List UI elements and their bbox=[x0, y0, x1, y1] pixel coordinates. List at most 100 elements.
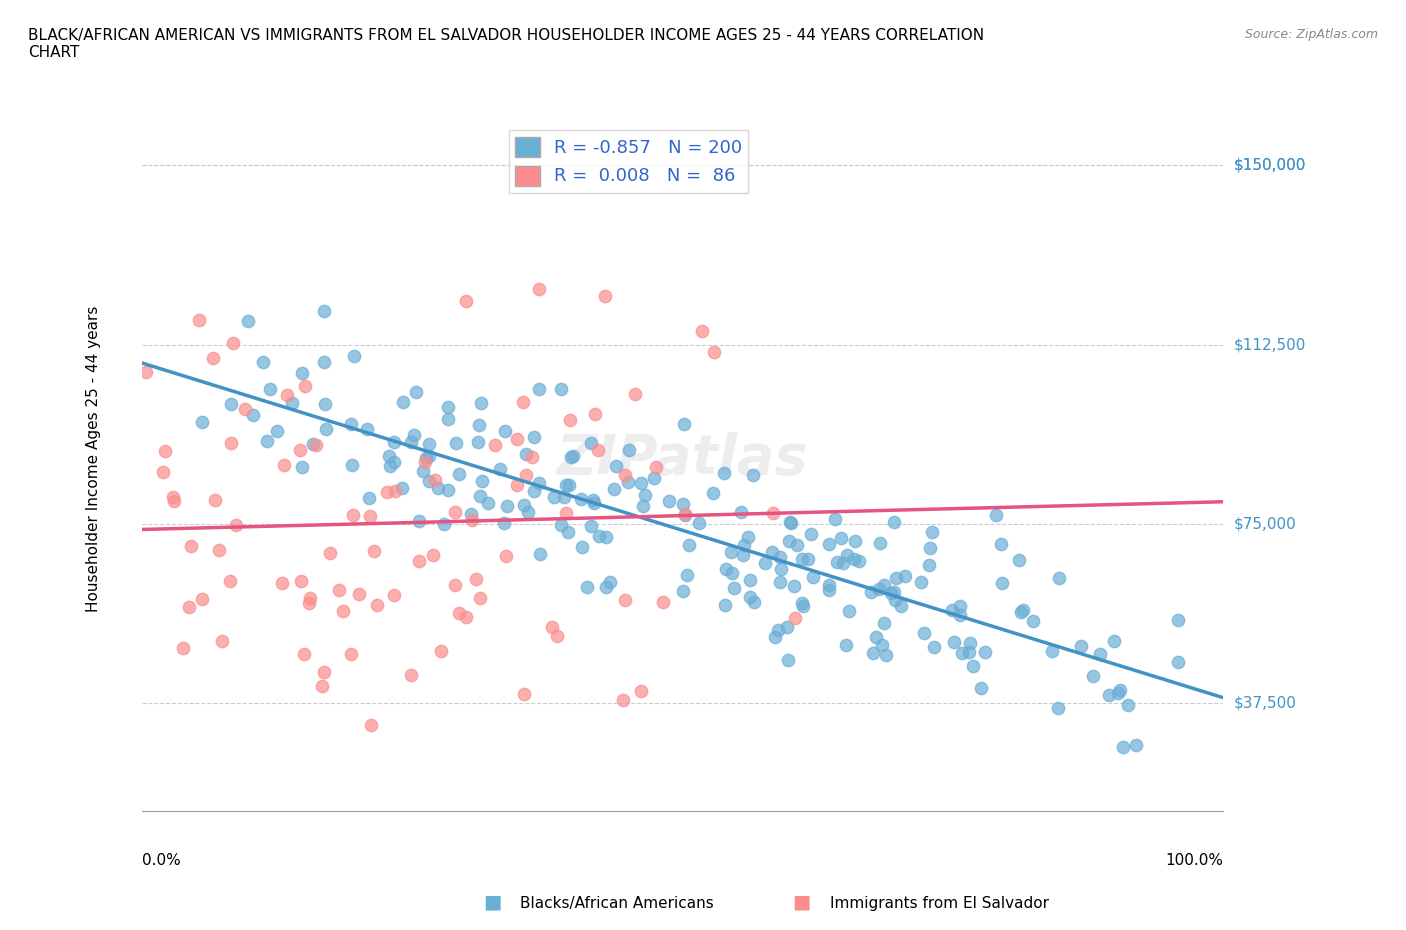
Point bbox=[643, 471, 665, 485]
Text: BLACK/AFRICAN AMERICAN VS IMMIGRANTS FROM EL SALVADOR HOUSEHOLDER INCOME AGES 25: BLACK/AFRICAN AMERICAN VS IMMIGRANTS FRO… bbox=[28, 28, 984, 60]
Point bbox=[754, 556, 776, 571]
Point bbox=[172, 641, 194, 656]
Point bbox=[1022, 614, 1045, 629]
Text: Source: ZipAtlas.com: Source: ZipAtlas.com bbox=[1244, 28, 1378, 41]
Point bbox=[583, 496, 606, 511]
Point bbox=[893, 568, 915, 583]
Point bbox=[880, 586, 903, 601]
Point bbox=[859, 585, 882, 600]
Point bbox=[1125, 737, 1147, 752]
Point bbox=[375, 485, 398, 499]
Point bbox=[360, 718, 382, 733]
Point bbox=[505, 432, 527, 446]
Point bbox=[495, 548, 517, 563]
Point bbox=[402, 428, 425, 443]
Text: Blacks/African Americans: Blacks/African Americans bbox=[520, 897, 714, 911]
Point bbox=[862, 645, 884, 660]
Point bbox=[315, 422, 337, 437]
Point bbox=[405, 384, 427, 399]
Point bbox=[583, 407, 606, 422]
Point bbox=[1040, 644, 1063, 658]
Point bbox=[676, 567, 699, 582]
Point bbox=[690, 324, 713, 339]
Point bbox=[990, 537, 1012, 551]
Point bbox=[382, 435, 405, 450]
Point bbox=[467, 418, 489, 432]
Point bbox=[910, 575, 932, 590]
Point bbox=[290, 443, 312, 458]
Point bbox=[769, 562, 792, 577]
Point bbox=[835, 638, 858, 653]
Point bbox=[340, 458, 363, 472]
Point bbox=[211, 633, 233, 648]
Point bbox=[242, 407, 264, 422]
Point bbox=[634, 488, 657, 503]
Point bbox=[422, 548, 444, 563]
Point bbox=[163, 494, 186, 509]
Point bbox=[461, 512, 484, 527]
Point bbox=[328, 582, 350, 597]
Point bbox=[624, 387, 647, 402]
Point bbox=[783, 611, 806, 626]
Point bbox=[299, 591, 322, 605]
Point bbox=[276, 388, 298, 403]
Point bbox=[291, 459, 314, 474]
Point bbox=[271, 576, 294, 591]
Point bbox=[558, 477, 581, 492]
Point bbox=[959, 636, 981, 651]
Point bbox=[418, 436, 440, 451]
Point bbox=[779, 514, 801, 529]
Point bbox=[865, 630, 887, 644]
Point bbox=[1109, 683, 1132, 698]
Point bbox=[208, 542, 231, 557]
Point bbox=[332, 604, 354, 618]
Point bbox=[162, 489, 184, 504]
Point bbox=[737, 530, 759, 545]
Point bbox=[153, 444, 176, 458]
Point bbox=[884, 571, 907, 586]
Point bbox=[222, 336, 245, 351]
Point bbox=[873, 616, 896, 631]
Point bbox=[818, 578, 841, 592]
Point bbox=[673, 508, 696, 523]
Point bbox=[824, 512, 846, 526]
Point bbox=[658, 493, 681, 508]
Point bbox=[890, 598, 912, 613]
Point bbox=[543, 490, 565, 505]
Point bbox=[340, 646, 363, 661]
Point bbox=[436, 412, 458, 427]
Text: Householder Income Ages 25 - 44 years: Householder Income Ages 25 - 44 years bbox=[86, 306, 101, 613]
Point bbox=[733, 538, 755, 552]
Point bbox=[941, 603, 963, 618]
Point bbox=[236, 313, 259, 328]
Point bbox=[1088, 646, 1111, 661]
Point bbox=[1047, 700, 1070, 715]
Point bbox=[917, 557, 939, 572]
Point bbox=[401, 668, 423, 683]
Point bbox=[382, 588, 405, 603]
Point bbox=[835, 547, 858, 562]
Text: $150,000: $150,000 bbox=[1234, 158, 1306, 173]
Point bbox=[792, 596, 814, 611]
Point bbox=[593, 288, 616, 303]
Point bbox=[550, 518, 572, 533]
Point bbox=[561, 448, 583, 463]
Point bbox=[188, 312, 211, 327]
Point bbox=[470, 591, 492, 605]
Point bbox=[738, 590, 761, 604]
Point bbox=[546, 628, 568, 643]
Point bbox=[873, 578, 896, 592]
Point bbox=[298, 595, 321, 610]
Point bbox=[776, 653, 799, 668]
Point bbox=[443, 578, 465, 592]
Point bbox=[408, 553, 430, 568]
Point bbox=[349, 586, 371, 601]
Point bbox=[356, 421, 378, 436]
Point bbox=[444, 436, 467, 451]
Point bbox=[1111, 739, 1133, 754]
Text: ZIPatlas: ZIPatlas bbox=[557, 432, 808, 486]
Point bbox=[766, 623, 789, 638]
Point bbox=[233, 401, 256, 416]
Point bbox=[942, 634, 965, 649]
Point bbox=[527, 282, 550, 297]
